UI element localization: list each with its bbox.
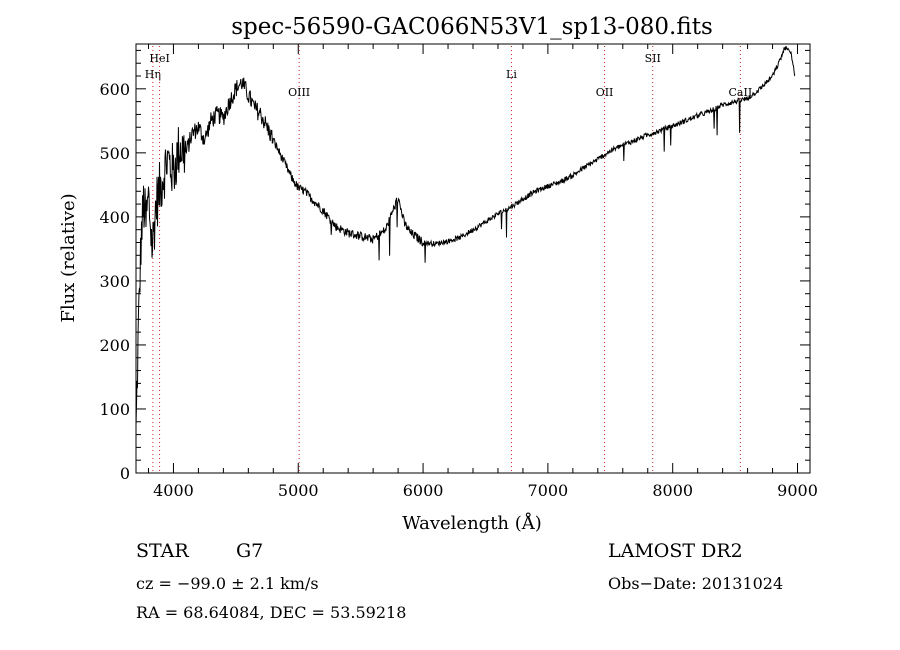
y-axis-label: Flux (relative) <box>58 193 79 322</box>
object-type: STAR <box>136 540 189 562</box>
x-tick-label: 4000 <box>153 481 194 500</box>
redshift-velocity: cz = −99.0 ± 2.1 km/s <box>136 574 319 593</box>
y-tick-label: 300 <box>99 272 130 291</box>
sky-coordinates: RA = 68.64084, DEC = 53.59218 <box>136 603 407 622</box>
x-tick-label: 5000 <box>278 481 319 500</box>
y-tick-label: 600 <box>99 80 130 99</box>
y-tick-label: 100 <box>99 400 130 419</box>
spectral-line-markers: Hη HeI OIII Li OII SII CaII <box>145 46 752 473</box>
spectral-line-label: HeI <box>149 52 169 65</box>
plot-frame <box>135 43 811 474</box>
spectral-line-label: Hη <box>145 68 161 81</box>
survey-name: LAMOST DR2 <box>608 540 743 562</box>
spectral-line-label: SII <box>645 52 661 65</box>
x-axis: 4000 5000 6000 7000 8000 9000 <box>147 44 818 500</box>
x-tick-label: 9000 <box>777 481 818 500</box>
spectral-line-label: OIII <box>288 86 310 99</box>
y-tick-label: 400 <box>99 208 130 227</box>
x-tick-label: 8000 <box>652 481 693 500</box>
y-tick-label: 200 <box>99 336 130 355</box>
y-axis: 0 100 200 300 400 500 600 <box>99 49 810 483</box>
flux-series-line <box>135 45 796 426</box>
spectral-line-label: OII <box>596 86 614 99</box>
observation-date: Obs−Date: 20131024 <box>608 574 784 593</box>
spectral-line-label: Li <box>506 68 517 81</box>
x-tick-label: 6000 <box>403 481 444 500</box>
x-axis-label: Wavelength (Å) <box>402 512 542 534</box>
y-tick-label: 0 <box>120 464 130 483</box>
chart-title: spec-56590-GAC066N53V1_sp13-080.fits <box>231 14 713 40</box>
x-tick-label: 7000 <box>528 481 569 500</box>
spectral-subclass: G7 <box>236 540 264 562</box>
y-tick-label: 500 <box>99 144 130 163</box>
spectral-line-label: CaII <box>729 86 753 99</box>
